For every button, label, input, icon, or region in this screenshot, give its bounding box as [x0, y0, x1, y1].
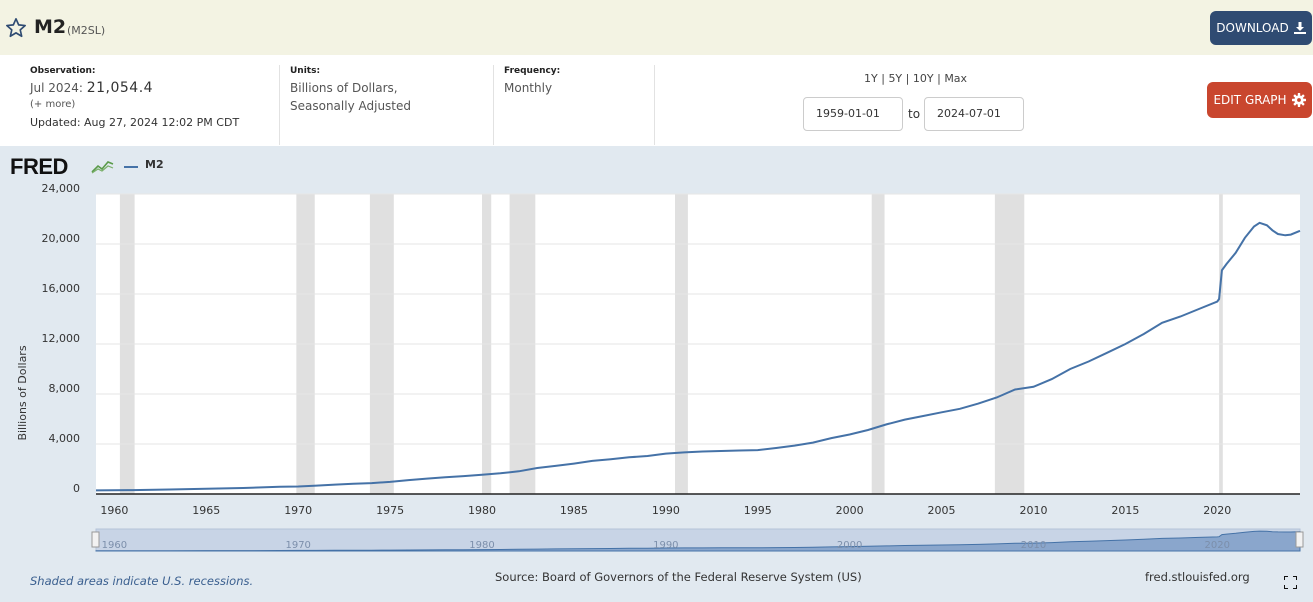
edit-graph-label: EDIT GRAPH: [1213, 93, 1287, 107]
x-tick-label: 1960: [100, 504, 128, 517]
frequency-value: Monthly: [504, 81, 553, 95]
download-button[interactable]: DOWNLOAD: [1210, 11, 1312, 45]
observation-value: 21,054.4: [86, 80, 154, 96]
range-1y[interactable]: 1Y: [864, 72, 878, 85]
range-max[interactable]: Max: [944, 72, 968, 85]
legend-line: [124, 166, 138, 168]
updated-text: Updated: Aug 27, 2024 12:02 PM CDT: [30, 116, 240, 129]
observation-date: Jul 2024:: [30, 81, 83, 95]
range-10y[interactable]: 10Y: [912, 72, 934, 85]
units-block: Units: Billions of Dollars, Seasonally A…: [290, 66, 411, 115]
legend-label: M2: [145, 158, 164, 171]
x-tick-label: 1990: [652, 504, 680, 517]
navigator-tick-label: 1980: [469, 540, 494, 551]
divider: [279, 65, 280, 145]
frequency-label: Frequency:: [504, 66, 561, 76]
metadata-row: Observation: Jul 2024: 21,054.4 (+ more)…: [0, 55, 1313, 146]
x-tick-label: 1975: [376, 504, 404, 517]
title-bar: M2 (M2SL) DOWNLOAD: [0, 0, 1313, 55]
more-link[interactable]: (+ more): [30, 99, 76, 110]
series-title: M2: [34, 16, 67, 38]
start-date-input[interactable]: 1959-01-01: [803, 97, 903, 131]
units-line-2: Seasonally Adjusted: [290, 99, 412, 113]
navigator-area: [95, 530, 1301, 552]
navigator-handle-right[interactable]: [1295, 531, 1304, 548]
x-tick-label: 1985: [560, 504, 588, 517]
navigator-tick-label: 2020: [1205, 540, 1230, 551]
divider: [493, 65, 494, 145]
frequency-block: Frequency: Monthly: [504, 66, 560, 97]
fred-logo-icon: [91, 161, 114, 174]
observation-label: Observation:: [30, 66, 96, 76]
range-links: 1Y | 5Y | 10Y | Max: [864, 72, 967, 85]
y-tick-label: 8,000: [49, 382, 81, 395]
edit-graph-button[interactable]: EDIT GRAPH: [1207, 82, 1312, 118]
navigator-tick-label: 2000: [837, 540, 862, 551]
observation-block: Observation: Jul 2024: 21,054.4 (+ more)…: [30, 66, 239, 129]
x-tick-label: 1970: [284, 504, 312, 517]
y-tick-label: 4,000: [49, 432, 81, 445]
x-tick-label: 2000: [836, 504, 864, 517]
divider: [654, 65, 655, 145]
x-tick-label: 1980: [468, 504, 496, 517]
units-line-1: Billions of Dollars,: [290, 81, 398, 95]
navigator-tick-label: 2010: [1021, 540, 1046, 551]
x-tick-label: 2020: [1203, 504, 1231, 517]
y-axis-label: Billions of Dollars: [16, 345, 29, 440]
units-label: Units:: [290, 66, 321, 76]
recession-note: Shaded areas indicate U.S. recessions.: [30, 574, 254, 588]
download-label: DOWNLOAD: [1216, 21, 1289, 35]
chart-area: FRED M2 0 4,000 8,000 12,000 16,000 20,000 24,…: [0, 146, 1313, 602]
end-date-input[interactable]: 2024-07-01: [924, 97, 1024, 131]
range-separator: |: [905, 72, 910, 85]
navigator-tick-label: 1990: [653, 540, 678, 551]
m2-chart: 0 4,000 8,000 12,000 16,000 20,000 24,000 1960…: [16, 182, 1304, 552]
y-tick-label: 0: [73, 482, 80, 495]
fred-logo: FRED: [10, 154, 68, 179]
y-tick-label: 20,000: [42, 232, 81, 245]
series-id: (M2SL): [67, 24, 106, 37]
source-note: Source: Board of Governors of the Federa…: [495, 570, 862, 584]
navigator-tick-label: 1970: [285, 540, 310, 551]
navigator-tick-label: 1960: [102, 540, 127, 551]
x-tick-label: 2015: [1111, 504, 1139, 517]
range-separator: |: [881, 72, 885, 85]
y-tick-label: 16,000: [42, 282, 81, 295]
y-tick-label: 24,000: [42, 182, 81, 195]
to-label: to: [908, 107, 921, 121]
x-tick-label: 1995: [744, 504, 772, 517]
series-line-m2: [95, 221, 1301, 492]
fullscreen-icon[interactable]: [1284, 576, 1297, 589]
star-icon[interactable]: [5, 17, 27, 39]
x-tick-label: 2010: [1019, 504, 1047, 517]
site-link[interactable]: fred.stlouisfed.org: [1145, 570, 1250, 584]
x-tick-label: 1965: [192, 504, 220, 517]
navigator-handle-left[interactable]: [91, 531, 100, 548]
y-tick-label: 12,000: [42, 332, 81, 345]
download-icon: [1293, 22, 1306, 34]
range-5y[interactable]: 5Y: [888, 72, 903, 85]
x-tick-label: 2005: [928, 504, 956, 517]
range-separator: |: [937, 72, 941, 85]
gear-icon: [1291, 93, 1306, 107]
